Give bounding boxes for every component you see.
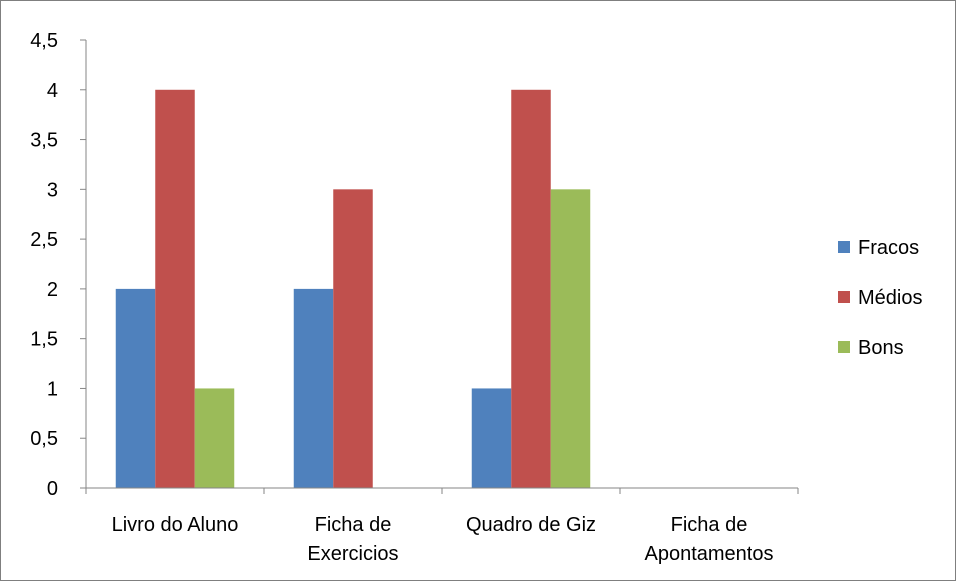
legend-label-bons: Bons — [858, 337, 904, 359]
x-category-label: Livro do Aluno — [112, 514, 239, 536]
x-category-label: Quadro de Giz — [466, 514, 596, 536]
bar-bons-0 — [194, 388, 235, 488]
y-tick-label: 1 — [47, 378, 58, 400]
y-tick-label: 4 — [47, 80, 58, 102]
axes-layer — [80, 39, 799, 494]
bar-fracos-1 — [293, 288, 334, 488]
y-tick-label: 4,5 — [30, 30, 58, 52]
y-tick-labels: 0 0,5 1 1,5 2 2,5 3 3,5 4 4,5 — [30, 30, 58, 500]
y-tick-label: 2,5 — [30, 229, 58, 251]
bar-médios-2 — [511, 89, 551, 489]
legend: Fracos Médios Bons — [838, 237, 922, 359]
bar-fracos-2 — [471, 388, 512, 488]
bars-layer — [115, 89, 591, 489]
legend-swatch-médios — [838, 291, 850, 303]
y-tick-label: 3 — [47, 179, 58, 201]
legend-label-fracos: Fracos — [858, 237, 919, 259]
y-tick-label: 0 — [47, 478, 58, 500]
x-category-label: Ficha de Apontamentos — [645, 514, 774, 565]
legend-label-médios: Médios — [858, 287, 922, 309]
x-category-labels: Livro do Aluno Ficha de Exercicios Quadro d… — [112, 514, 774, 565]
bar-fracos-0 — [115, 288, 156, 488]
x-category-label: Ficha de Exercicios — [307, 514, 398, 565]
y-tick-label: 0,5 — [30, 428, 58, 450]
y-tick-label: 2 — [47, 279, 58, 301]
legend-swatch-bons — [838, 341, 850, 353]
y-tick-label: 1,5 — [30, 329, 58, 351]
bar-bons-2 — [550, 189, 591, 489]
bar-médios-1 — [333, 189, 373, 489]
bar-médios-0 — [155, 89, 195, 489]
y-tick-label: 3,5 — [30, 130, 58, 152]
legend-swatch-fracos — [838, 241, 850, 253]
